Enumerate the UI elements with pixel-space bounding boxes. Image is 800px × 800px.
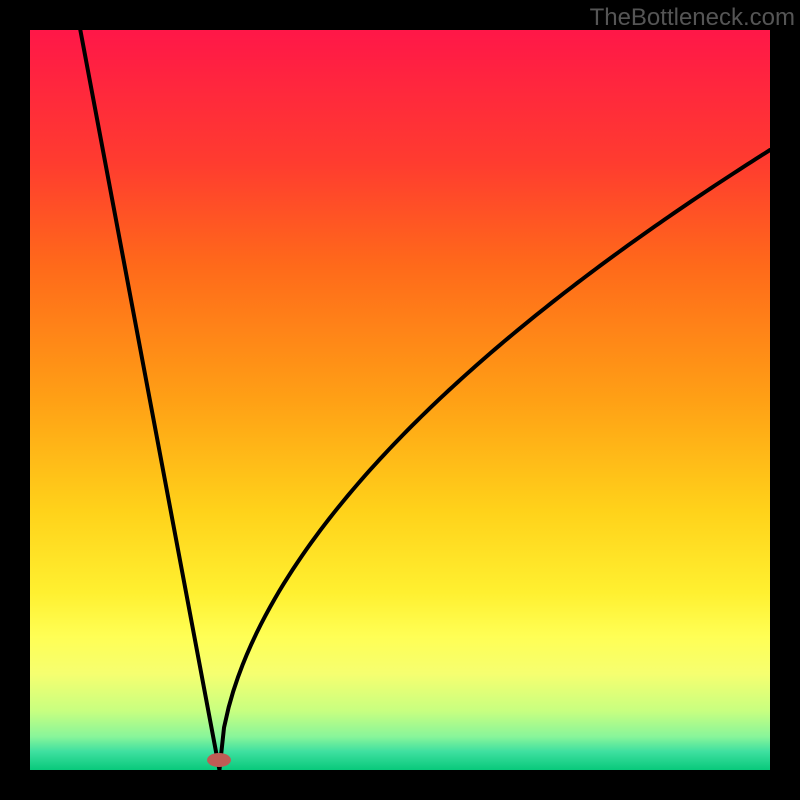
plot-area xyxy=(30,30,770,770)
min-marker xyxy=(207,753,231,767)
watermark-text: TheBottleneck.com xyxy=(590,4,795,32)
chart-frame: TheBottleneck.com xyxy=(0,0,800,800)
curve-layer xyxy=(30,30,770,770)
bottleneck-curve xyxy=(80,30,770,770)
